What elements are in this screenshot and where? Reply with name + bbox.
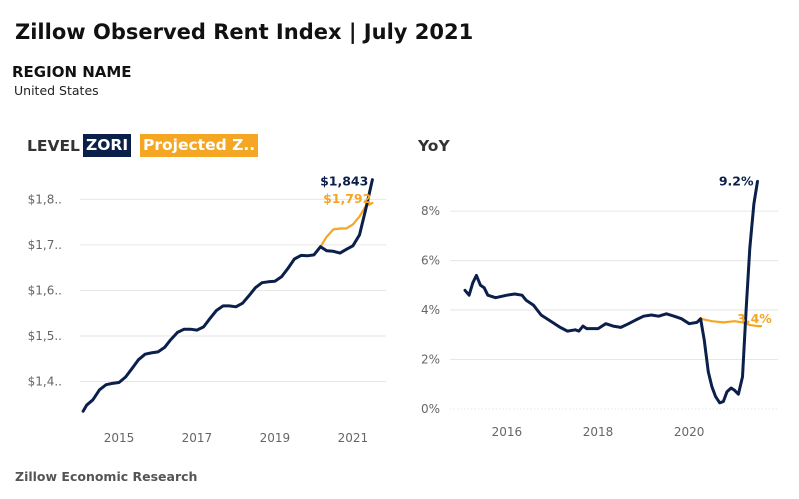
- y-tick-label: 0%: [421, 402, 440, 416]
- series-line-projected[interactable]: [699, 317, 763, 328]
- y-tick-label: 4%: [421, 303, 440, 317]
- end-label-projected: 3.4%: [737, 311, 772, 326]
- y-tick-label: $1,4..: [28, 375, 62, 389]
- y-tick-label: $1,7..: [28, 238, 62, 252]
- y-tick-label: 2%: [421, 353, 440, 367]
- level-chart-title: LEVEL: [27, 137, 80, 155]
- x-tick-label: 2016: [492, 425, 523, 439]
- level-chart[interactable]: $1,4.. $1,5.. $1,6.. $1,7.. $1,8.. 2015 2017 20…: [28, 174, 386, 445]
- y-tick-label: 8%: [421, 204, 440, 218]
- yoy-chart-title: YoY: [418, 137, 450, 155]
- legend-zori[interactable]: ZORI: [83, 134, 132, 157]
- page-title: Zillow Observed Rent Index | July 2021: [15, 20, 474, 44]
- y-tick-label: $1,8..: [28, 192, 62, 206]
- x-tick-label: 2019: [260, 431, 291, 445]
- x-tick-label: 2015: [104, 431, 135, 445]
- legend-projected[interactable]: Projected Z..: [140, 134, 259, 157]
- end-label-actual: 9.2%: [719, 173, 754, 188]
- region-name-value[interactable]: United States: [14, 83, 99, 98]
- region-name-label: REGION NAME: [12, 63, 132, 81]
- x-tick-label: 2021: [338, 431, 369, 445]
- y-tick-label: $1,6..: [28, 283, 62, 297]
- yoy-chart[interactable]: 0% 2% 4% 6% 8% 2016 2018 2020 9.2% 3.4%: [421, 173, 778, 439]
- end-label-projected: $1,792: [323, 191, 371, 206]
- x-tick-label: 2020: [674, 425, 705, 439]
- y-tick-label: 6%: [421, 254, 440, 268]
- series-line-projected[interactable]: [319, 201, 374, 248]
- x-tick-label: 2018: [583, 425, 614, 439]
- footer-source: Zillow Economic Research: [15, 469, 198, 484]
- x-tick-label: 2017: [182, 431, 213, 445]
- y-tick-label: $1,5..: [28, 329, 62, 343]
- series-line-actual[interactable]: [81, 178, 374, 413]
- series-line-actual[interactable]: [463, 179, 759, 405]
- end-label-actual: $1,843: [320, 174, 368, 189]
